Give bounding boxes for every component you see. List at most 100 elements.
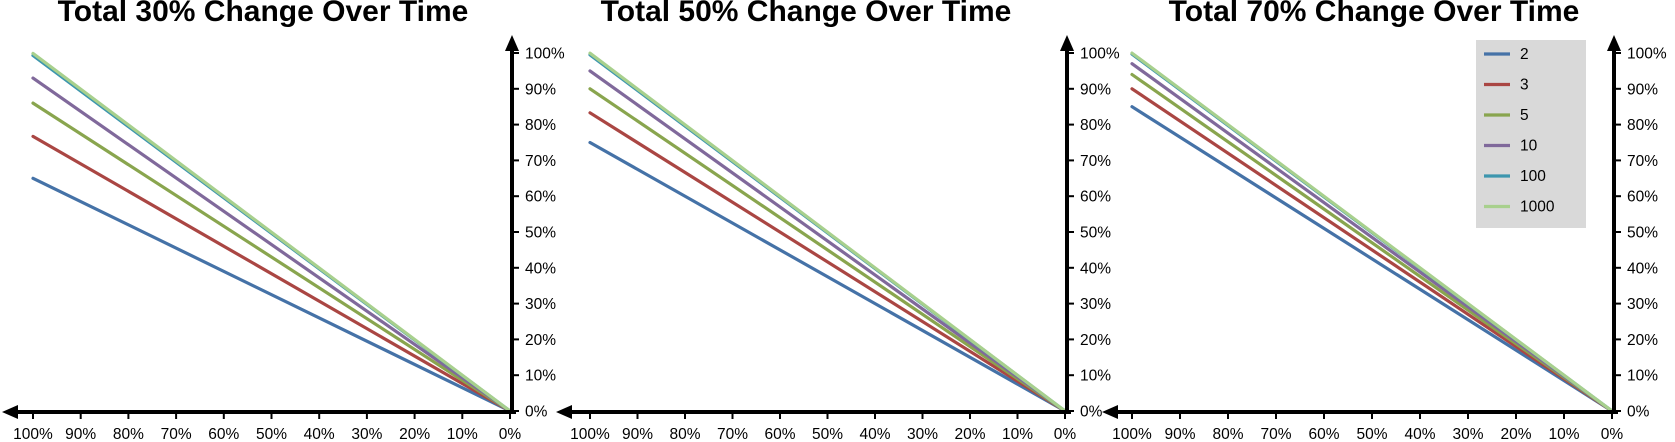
x-tick-label: 0%	[1601, 426, 1624, 442]
y-tick-label: 70%	[525, 153, 556, 170]
series-line-2	[1130, 105, 1614, 413]
x-tick-label: 0%	[499, 426, 522, 442]
series-line-1000	[31, 51, 512, 413]
y-tick-label: 50%	[1627, 225, 1658, 242]
x-tick-label: 10%	[447, 426, 478, 442]
y-tick-label: 80%	[525, 117, 556, 134]
x-tick-label: 60%	[1308, 426, 1339, 442]
x-axis-arrow	[2, 405, 18, 419]
chart-panel-1: Total 30% Change Over Time 0% 10% 20% 30% 40%…	[2, 0, 565, 442]
series-line-10	[588, 69, 1067, 413]
x-tick-label: 70%	[1260, 426, 1291, 442]
series-line-3	[1130, 87, 1614, 413]
y-tick-label: 30%	[1080, 296, 1111, 313]
series-line-3	[588, 111, 1067, 413]
series-line-1000	[588, 51, 1067, 413]
x-axis-arrow	[556, 405, 572, 419]
x-tick-label: 60%	[764, 426, 795, 442]
y-tick-label: 40%	[1080, 260, 1111, 277]
x-tick-label: 90%	[622, 426, 653, 442]
x-tick-label: 100%	[13, 426, 53, 442]
x-tick-label: 40%	[859, 426, 890, 442]
y-tick-label: 40%	[1627, 260, 1658, 277]
x-tick-label: 30%	[907, 426, 938, 442]
x-tick-label: 70%	[717, 426, 748, 442]
y-tick-label: 30%	[525, 296, 556, 313]
x-tick-label: 90%	[1164, 426, 1195, 442]
x-tick-label: 50%	[1356, 426, 1387, 442]
series-line-2	[31, 176, 512, 413]
series-line-5	[588, 87, 1067, 413]
series-line-3	[31, 134, 512, 413]
y-tick-label: 40%	[525, 260, 556, 277]
x-tick-label: 60%	[208, 426, 239, 442]
chart-title: Total 30% Change Over Time	[58, 0, 469, 28]
chart-title: Total 70% Change Over Time	[1169, 0, 1580, 28]
y-tick-label: 90%	[525, 81, 556, 98]
legend-label-10: 10	[1520, 138, 1538, 155]
y-tick-label: 30%	[1627, 296, 1658, 313]
x-tick-label: 20%	[954, 426, 985, 442]
series-line-5	[31, 101, 512, 413]
y-tick-label: 10%	[525, 368, 556, 385]
legend-label-3: 3	[1520, 77, 1529, 94]
y-tick-label: 90%	[1080, 81, 1111, 98]
chart-panel-3: Total 70% Change Over Time0%10%20%30%40%…	[1102, 0, 1667, 442]
y-tick-label: 70%	[1080, 153, 1111, 170]
y-tick-label: 10%	[1080, 368, 1111, 385]
y-tick-label: 80%	[1080, 117, 1111, 134]
y-tick-label: 70%	[1627, 153, 1658, 170]
x-tick-label: 50%	[812, 426, 843, 442]
legend-box	[1476, 40, 1586, 228]
series-line-10	[31, 76, 512, 413]
y-tick-label: 20%	[1080, 332, 1111, 349]
series-line-1000	[1130, 51, 1614, 413]
x-tick-label: 30%	[1452, 426, 1483, 442]
x-tick-label: 70%	[161, 426, 192, 442]
x-tick-label: 80%	[669, 426, 700, 442]
legend-label-5: 5	[1520, 107, 1529, 124]
x-tick-label: 50%	[256, 426, 287, 442]
y-tick-label: 60%	[1627, 189, 1658, 206]
y-tick-label: 50%	[1080, 225, 1111, 242]
legend-label-1000: 1000	[1520, 199, 1555, 216]
y-tick-label: 100%	[1627, 46, 1667, 63]
y-tick-label: 80%	[1627, 117, 1658, 134]
x-tick-label: 40%	[304, 426, 335, 442]
y-tick-label: 100%	[525, 46, 565, 63]
y-tick-label: 0%	[525, 404, 548, 421]
legend-label-2: 2	[1520, 46, 1529, 63]
y-tick-label: 10%	[1627, 368, 1658, 385]
y-tick-label: 90%	[1627, 81, 1658, 98]
y-axis-arrow	[505, 35, 519, 51]
y-axis-arrow	[1607, 35, 1621, 51]
chart-title: Total 50% Change Over Time	[601, 0, 1012, 28]
x-tick-label: 0%	[1054, 426, 1077, 442]
x-axis-arrow	[1102, 405, 1118, 419]
y-tick-label: 60%	[1080, 189, 1111, 206]
x-tick-label: 10%	[1002, 426, 1033, 442]
y-tick-label: 20%	[525, 332, 556, 349]
x-tick-label: 100%	[1112, 426, 1152, 442]
legend: 2 3 5 10 100 1000	[1476, 40, 1586, 228]
x-tick-label: 10%	[1548, 426, 1579, 442]
y-tick-label: 60%	[525, 189, 556, 206]
y-tick-label: 100%	[1080, 46, 1120, 63]
x-tick-label: 100%	[570, 426, 610, 442]
x-tick-label: 20%	[1500, 426, 1531, 442]
series-line-2	[588, 140, 1067, 413]
y-tick-label: 20%	[1627, 332, 1658, 349]
x-tick-label: 40%	[1404, 426, 1435, 442]
y-tick-label: 0%	[1627, 404, 1650, 421]
x-tick-label: 80%	[113, 426, 144, 442]
legend-label-100: 100	[1520, 168, 1546, 185]
x-tick-label: 80%	[1212, 426, 1243, 442]
y-axis-arrow	[1060, 35, 1074, 51]
chart-panel-2: Total 50% Change Over Time 0% 10% 20% 30% 40%…	[556, 0, 1120, 442]
y-tick-label: 50%	[525, 225, 556, 242]
x-tick-label: 30%	[351, 426, 382, 442]
x-tick-label: 90%	[65, 426, 96, 442]
y-tick-label: 0%	[1080, 404, 1103, 421]
x-tick-label: 20%	[399, 426, 430, 442]
